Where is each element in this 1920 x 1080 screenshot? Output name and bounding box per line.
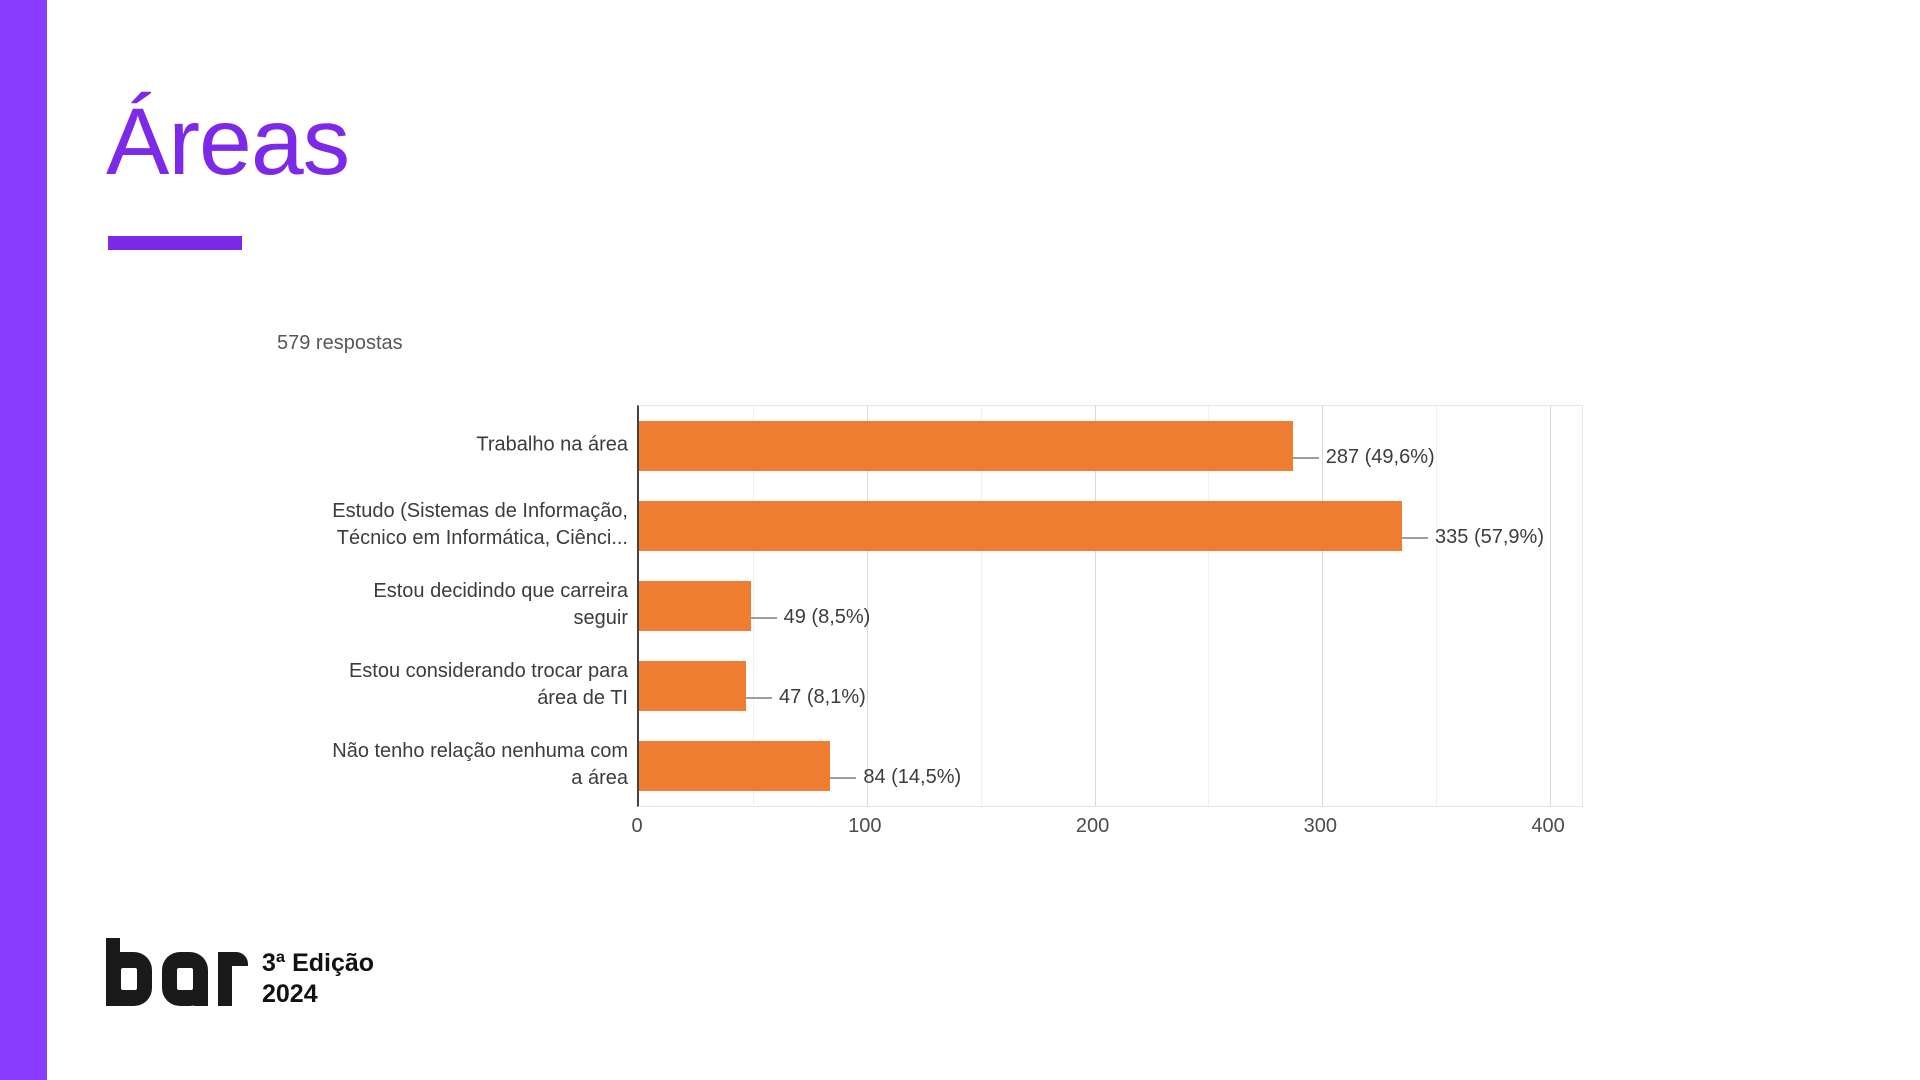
category-label-line: Estudo (Sistemas de Informação, [332, 500, 628, 522]
bar-value-callout: 49 (8,5%) [750, 606, 871, 629]
x-tick-label: 0 [631, 815, 643, 837]
category-label: Trabalho na área [476, 432, 628, 459]
category-label-line: área de TI [537, 687, 628, 709]
gridline-major [1094, 406, 1096, 806]
bar-row: 287 (49,6%) [639, 421, 1582, 471]
gridline-minor [980, 406, 982, 806]
bar-value-label: 47 (8,1%) [779, 686, 866, 708]
category-label: Não tenho relação nenhuma com a área [332, 738, 628, 792]
gridline-major [1322, 406, 1324, 806]
callout-line [830, 776, 857, 779]
x-tick-label: 400 [1531, 815, 1565, 837]
logo-letter-a-tail [194, 988, 208, 1006]
gridline-minor [752, 406, 754, 806]
bar-chart-plot-area: 287 (49,6%) 335 (57,9%) 49 (8,5%) 47 (8,1%)… [637, 405, 1583, 807]
bar-value-label: 335 (57,9%) [1435, 526, 1545, 548]
category-label-line: Estou decidindo que carreira [373, 580, 628, 602]
x-tick-label: 300 [1303, 815, 1338, 837]
bar-row: 335 (57,9%) [639, 501, 1582, 551]
bar-2 [639, 581, 751, 631]
bar-row: 84 (14,5%) [639, 741, 1582, 791]
bar-row: 47 (8,1%) [639, 661, 1582, 711]
category-label: Estou considerando trocar para área de TI [349, 658, 628, 712]
category-label-line: Trabalho na área [476, 433, 628, 456]
bar-4 [639, 741, 831, 791]
bar-logo [106, 938, 248, 1006]
gridline-minor [1436, 406, 1438, 806]
bar-value-label: 49 (8,5%) [783, 606, 871, 628]
category-label-line: Estou considerando trocar para [348, 660, 628, 682]
left-accent-bar [0, 0, 47, 1080]
x-tick-label: 200 [1075, 815, 1110, 837]
bar-value-callout: 335 (57,9%) [1402, 526, 1544, 549]
bar-value-label: 287 (49,6%) [1325, 446, 1435, 468]
category-label-line: Não tenho relação nenhuma com [332, 740, 628, 762]
title-underline [108, 236, 242, 250]
category-label-line: seguir [573, 607, 628, 629]
edition-line1: 3ª Edição [262, 949, 375, 977]
bar-row: 49 (8,5%) [639, 581, 1582, 631]
category-label-line: Técnico em Informática, Ciênci... [336, 527, 628, 549]
gridline-minor [1208, 406, 1210, 806]
bar-value-callout: 47 (8,1%) [746, 686, 866, 709]
bar-1 [639, 501, 1403, 551]
edition-line2: 2024 [262, 980, 318, 1009]
gridline-major [866, 406, 868, 806]
bar-value-callout: 84 (14,5%) [830, 766, 961, 789]
callout-line [1402, 536, 1429, 539]
x-tick-label: 100 [848, 815, 882, 837]
bar-value-label: 84 (14,5%) [863, 766, 962, 788]
page-title: Áreas [106, 89, 350, 195]
category-label: Estou decidindo que carreira seguir [373, 578, 628, 632]
bar-3 [639, 661, 747, 711]
gridline-major [1550, 406, 1552, 806]
edition-label: 3ª Edição 2024 [262, 948, 374, 1011]
responses-count: 579 respostas [277, 332, 403, 354]
category-label: Estudo (Sistemas de Informação, Técnico e… [332, 498, 628, 552]
callout-line [746, 696, 773, 699]
callout-line [750, 616, 777, 619]
bar-0 [639, 421, 1293, 471]
callout-line [1292, 456, 1319, 459]
logo-letter-r [218, 952, 248, 1006]
category-label-line: a área [571, 767, 628, 789]
bar-value-callout: 287 (49,6%) [1292, 446, 1435, 469]
